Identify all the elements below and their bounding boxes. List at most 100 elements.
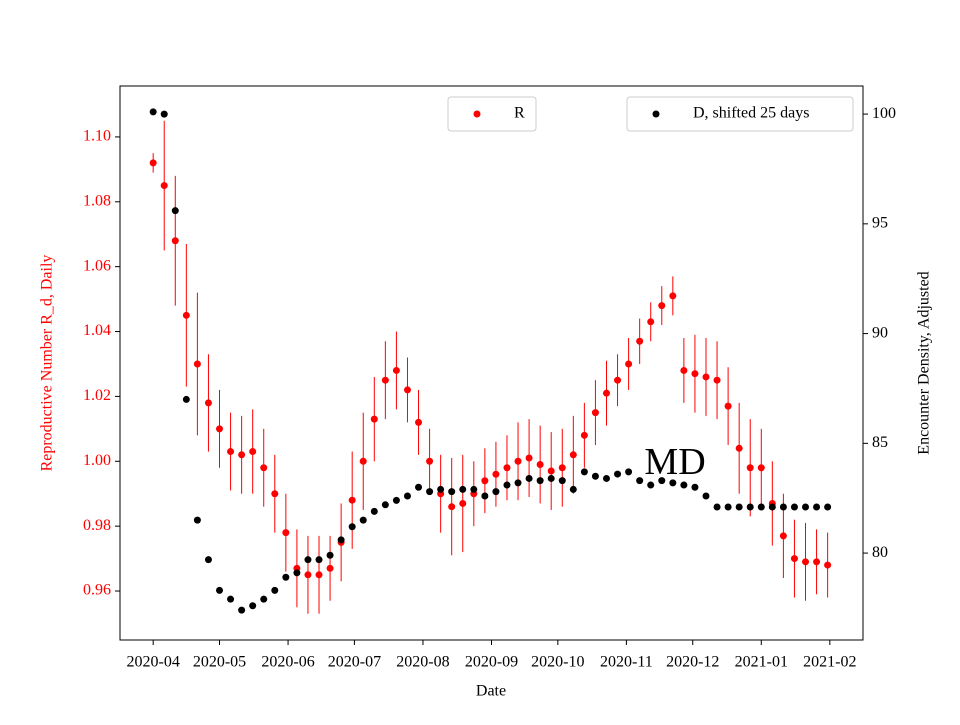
point bbox=[779, 503, 787, 511]
point bbox=[392, 496, 400, 504]
point bbox=[658, 477, 666, 485]
point bbox=[315, 571, 323, 579]
y2-tick-label: 95 bbox=[872, 215, 888, 232]
point bbox=[160, 182, 168, 190]
point bbox=[459, 499, 467, 507]
point bbox=[802, 558, 810, 566]
y2-tick-label: 85 bbox=[872, 434, 888, 451]
point bbox=[481, 477, 489, 485]
point bbox=[746, 464, 754, 472]
x-tick-label: 2020-10 bbox=[531, 654, 584, 671]
point bbox=[680, 366, 688, 374]
point bbox=[348, 496, 356, 504]
point bbox=[193, 516, 201, 524]
point bbox=[426, 457, 434, 465]
y-tick-label: 1.06 bbox=[83, 257, 111, 274]
point bbox=[260, 595, 268, 603]
y2-tick-label: 90 bbox=[872, 324, 888, 341]
y-tick-label: 0.98 bbox=[83, 517, 111, 534]
point bbox=[702, 492, 710, 500]
point bbox=[757, 503, 765, 511]
point bbox=[713, 376, 721, 384]
y2-axis-label: Encounter Density, Adjusted bbox=[916, 271, 933, 454]
point bbox=[547, 467, 555, 475]
point bbox=[768, 503, 776, 511]
point bbox=[160, 110, 168, 118]
point bbox=[680, 481, 688, 489]
point bbox=[503, 481, 511, 489]
legend-marker bbox=[652, 110, 660, 118]
point bbox=[293, 569, 301, 577]
point bbox=[614, 470, 622, 478]
point bbox=[392, 366, 400, 374]
point bbox=[381, 501, 389, 509]
point bbox=[426, 488, 434, 496]
legend-label: R bbox=[514, 105, 525, 122]
point bbox=[326, 564, 334, 572]
point bbox=[149, 108, 157, 116]
point bbox=[669, 292, 677, 300]
y-tick-label: 1.10 bbox=[83, 128, 111, 145]
point bbox=[724, 503, 732, 511]
point bbox=[271, 586, 279, 594]
point bbox=[735, 503, 743, 511]
point bbox=[547, 474, 555, 482]
legend-marker bbox=[473, 110, 481, 118]
point bbox=[326, 551, 334, 559]
point bbox=[381, 376, 389, 384]
annotation: MD bbox=[644, 441, 705, 483]
point bbox=[702, 373, 710, 381]
y-axis-label: Reproductive Number R_d, Daily bbox=[39, 255, 56, 472]
x-tick-label: 2020-08 bbox=[396, 654, 449, 671]
point bbox=[636, 337, 644, 345]
point bbox=[348, 523, 356, 531]
point bbox=[415, 483, 423, 491]
point bbox=[282, 529, 290, 537]
x-tick-label: 2020-04 bbox=[127, 654, 180, 671]
point bbox=[813, 558, 821, 566]
point bbox=[536, 477, 544, 485]
point bbox=[625, 468, 633, 476]
point bbox=[824, 561, 832, 569]
point bbox=[182, 395, 190, 403]
point bbox=[602, 389, 610, 397]
point bbox=[260, 464, 268, 472]
point bbox=[370, 507, 378, 515]
point bbox=[370, 415, 378, 423]
point bbox=[536, 461, 544, 469]
point bbox=[238, 451, 246, 459]
point bbox=[216, 586, 224, 594]
x-tick-label: 2020-11 bbox=[600, 654, 653, 671]
point bbox=[182, 311, 190, 319]
point bbox=[813, 503, 821, 511]
point bbox=[315, 556, 323, 564]
y-tick-label: 1.08 bbox=[83, 192, 111, 209]
point bbox=[591, 472, 599, 480]
point bbox=[204, 556, 212, 564]
point bbox=[636, 477, 644, 485]
point bbox=[647, 481, 655, 489]
point bbox=[271, 490, 279, 498]
point bbox=[514, 457, 522, 465]
point bbox=[492, 470, 500, 478]
point bbox=[227, 448, 235, 456]
point bbox=[802, 503, 810, 511]
point bbox=[647, 318, 655, 326]
point bbox=[558, 464, 566, 472]
point bbox=[282, 573, 290, 581]
point bbox=[602, 474, 610, 482]
point bbox=[403, 386, 411, 394]
legend-box bbox=[626, 96, 854, 132]
point bbox=[448, 488, 456, 496]
point bbox=[448, 503, 456, 511]
point bbox=[691, 483, 699, 491]
point bbox=[227, 595, 235, 603]
point bbox=[171, 207, 179, 215]
point bbox=[249, 448, 257, 456]
x-axis-label: Date bbox=[476, 683, 506, 700]
point bbox=[403, 492, 411, 500]
point bbox=[658, 302, 666, 310]
point bbox=[625, 360, 633, 368]
x-tick-label: 2020-07 bbox=[328, 654, 381, 671]
point bbox=[193, 360, 201, 368]
